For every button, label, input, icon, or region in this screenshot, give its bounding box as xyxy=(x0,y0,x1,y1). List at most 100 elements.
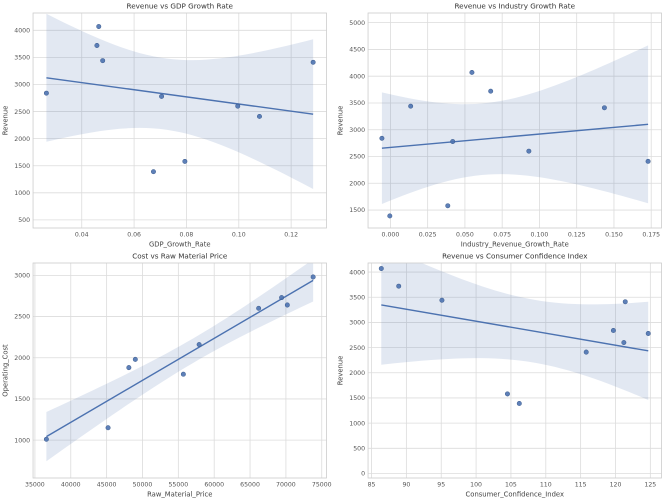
svg-text:45000: 45000 xyxy=(97,482,117,489)
x-axis-label: Consumer_Confidence_Index xyxy=(465,491,563,499)
svg-text:125: 125 xyxy=(644,482,656,489)
svg-text:40000: 40000 xyxy=(61,482,81,489)
svg-text:1000: 1000 xyxy=(349,420,365,427)
data-point xyxy=(257,113,262,119)
svg-text:0.100: 0.100 xyxy=(530,232,548,239)
svg-text:0.08: 0.08 xyxy=(180,232,194,239)
svg-text:2500: 2500 xyxy=(14,314,30,321)
svg-text:0.125: 0.125 xyxy=(567,232,585,239)
chart-title: Revenue vs GDP Growth Rate xyxy=(127,2,234,11)
axes-frame xyxy=(32,12,327,229)
gridlines xyxy=(33,13,327,228)
confidence-band xyxy=(46,263,314,462)
plot-area xyxy=(367,13,661,228)
svg-text:55000: 55000 xyxy=(168,482,188,489)
svg-text:4000: 4000 xyxy=(349,73,365,80)
svg-text:1000: 1000 xyxy=(14,190,30,197)
gridlines xyxy=(367,263,661,478)
y-tick-labels: 500 1000 1500 2000 2500 3000 3500 4000 xyxy=(14,28,30,225)
chart-revenue-vs-consumer-confidence-index: 85 90 95 100 105 110 115 120 125 0 500 1000 1500 2000… xyxy=(336,252,662,499)
svg-text:2500: 2500 xyxy=(349,154,365,161)
x-tick-labels: 35000 40000 45000 50000 55000 60000 65000 70000… xyxy=(25,482,332,489)
data-point xyxy=(159,93,165,99)
data-point xyxy=(132,356,138,362)
svg-text:500: 500 xyxy=(18,217,30,224)
data-point xyxy=(284,302,290,308)
data-points xyxy=(378,266,651,406)
svg-text:100: 100 xyxy=(470,482,482,489)
data-point xyxy=(583,349,589,355)
data-point xyxy=(310,59,316,65)
data-point xyxy=(151,169,156,175)
data-point xyxy=(235,103,241,109)
svg-text:500: 500 xyxy=(353,445,365,452)
data-point xyxy=(395,283,401,289)
subplot-revenue-vs-industry-growth-rate: 0.000 0.025 0.050 0.075 0.100 0.125 0.150 0.175… xyxy=(335,0,669,250)
svg-text:2500: 2500 xyxy=(14,109,30,116)
regression-line xyxy=(380,304,648,352)
svg-text:0.050: 0.050 xyxy=(456,232,474,239)
y-axis-label: Revenue xyxy=(336,356,344,386)
svg-text:2000: 2000 xyxy=(14,136,30,143)
axes-frame xyxy=(32,262,327,479)
y-tick-labels: 1000 1500 2000 2500 3000 xyxy=(14,273,30,445)
data-point xyxy=(256,305,262,311)
confidence-band xyxy=(380,263,648,400)
svg-text:90: 90 xyxy=(402,482,410,489)
data-point xyxy=(444,203,450,209)
regression-line xyxy=(46,77,314,115)
x-tick-labels: 0.04 0.06 0.08 0.10 0.12 xyxy=(75,232,298,239)
confidence-band xyxy=(46,13,314,190)
svg-text:2000: 2000 xyxy=(349,180,365,187)
data-point xyxy=(94,43,100,48)
data-points xyxy=(43,24,316,175)
plot-area xyxy=(367,263,661,478)
svg-text:1500: 1500 xyxy=(349,395,365,402)
data-point xyxy=(504,391,510,397)
svg-text:3000: 3000 xyxy=(349,320,365,327)
svg-text:85: 85 xyxy=(367,482,375,489)
svg-text:35000: 35000 xyxy=(25,482,45,489)
chart-cost-vs-raw-material-price: 35000 40000 45000 50000 55000 60000 65000 70000… xyxy=(2,252,332,499)
data-point xyxy=(96,24,102,29)
x-axis-label: Industry_Revenue_Growth_Rate xyxy=(460,241,568,249)
svg-text:0.04: 0.04 xyxy=(75,232,89,239)
data-point xyxy=(449,139,455,144)
x-axis-label: GDP_Growth_Rate xyxy=(149,241,211,249)
svg-text:3000: 3000 xyxy=(349,127,365,134)
confidence-band xyxy=(381,45,648,205)
data-point xyxy=(196,342,202,348)
subplot-revenue-vs-gdp-growth-rate: 0.04 0.06 0.08 0.10 0.12 500 1000 1500 2000 2500 3… xyxy=(0,0,335,250)
svg-text:65000: 65000 xyxy=(240,482,260,489)
data-point xyxy=(378,135,384,141)
subplot-cost-vs-raw-material-price: 35000 40000 45000 50000 55000 60000 65000 70000… xyxy=(0,250,335,500)
svg-text:4500: 4500 xyxy=(349,47,365,54)
y-axis-label: Operating_Cost xyxy=(2,344,10,397)
svg-text:70000: 70000 xyxy=(276,482,296,489)
x-tick-labels: 85 90 95 100 105 110 115 120 125 xyxy=(367,482,656,489)
subplot-revenue-vs-consumer-confidence-index: 85 90 95 100 105 110 115 120 125 0 500 1000 1500 2000… xyxy=(335,250,669,500)
svg-text:0.10: 0.10 xyxy=(232,232,246,239)
x-axis-label: Raw_Material_Price xyxy=(147,491,212,499)
data-point xyxy=(601,105,607,111)
svg-text:1500: 1500 xyxy=(14,163,30,170)
svg-text:0.06: 0.06 xyxy=(127,232,141,239)
svg-text:120: 120 xyxy=(609,482,621,489)
data-point xyxy=(620,340,626,346)
y-axis-label: Revenue xyxy=(2,106,10,136)
svg-text:60000: 60000 xyxy=(204,482,224,489)
svg-text:3500: 3500 xyxy=(14,55,30,62)
svg-text:2500: 2500 xyxy=(349,345,365,352)
svg-text:110: 110 xyxy=(539,482,551,489)
data-point xyxy=(468,69,474,75)
svg-text:5000: 5000 xyxy=(349,20,365,27)
y-axis-label: Revenue xyxy=(336,106,344,136)
svg-text:75000: 75000 xyxy=(312,482,332,489)
svg-text:1500: 1500 xyxy=(14,396,30,403)
chart-title: Cost vs Raw Material Price xyxy=(132,252,228,261)
svg-text:0.000: 0.000 xyxy=(381,232,399,239)
data-point xyxy=(516,401,522,406)
chart-title: Revenue vs Consumer Confidence Index xyxy=(442,252,588,261)
data-point xyxy=(645,158,651,164)
